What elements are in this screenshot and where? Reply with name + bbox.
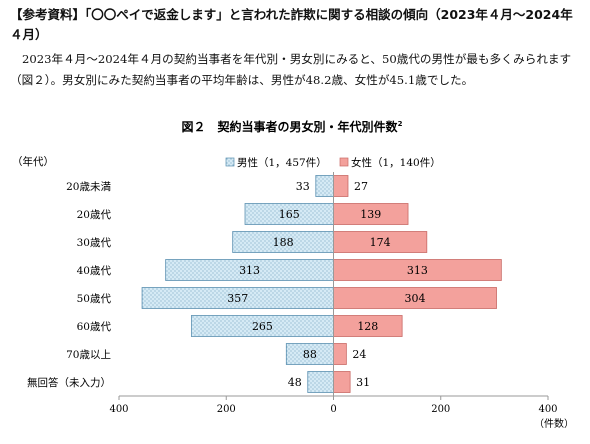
x-axis-unit: （件数） — [534, 417, 574, 430]
legend-swatch-female — [339, 157, 349, 167]
value-label-female: 128 — [357, 320, 378, 333]
x-tick-label: 400 — [538, 404, 557, 415]
value-label-female: 24 — [352, 348, 366, 361]
category-label: 40歳代 — [77, 265, 112, 277]
category-label: 20歳未満 — [66, 181, 111, 193]
legend: 男性（1，457件） 女性（1，140件） — [225, 156, 441, 169]
value-label-male: 265 — [252, 320, 273, 333]
chart-title: 図２ 契約当事者の男女別・年代別件数2 — [182, 119, 403, 134]
x-tick-labels: 400 200 0 200 400 — [109, 396, 558, 415]
value-label-female: 313 — [407, 264, 428, 277]
bar-male — [307, 371, 334, 393]
value-label-female: 27 — [354, 180, 368, 193]
category-label: 60歳代 — [77, 321, 112, 333]
value-label-female: 304 — [405, 292, 426, 305]
x-tick-label: 400 — [109, 404, 128, 415]
bar-female — [333, 371, 351, 393]
value-labels: 33 27 165 139 188 174 313 313 357 304 265 128 88 24 48… — [227, 180, 428, 389]
y-axis-label: （年代） — [12, 155, 54, 168]
value-label-male: 188 — [273, 236, 294, 249]
chart-title-superscript: 2 — [398, 120, 403, 128]
category-label: 70歳以上 — [66, 349, 111, 361]
category-label: 30歳代 — [77, 237, 112, 249]
x-tick-label: 0 — [330, 404, 336, 415]
chart-title-text: 図２ 契約当事者の男女別・年代別件数 — [182, 119, 399, 134]
bar-male — [315, 175, 334, 197]
legend-label-male: 男性（1，457件） — [237, 156, 327, 169]
value-label-male: 313 — [239, 264, 260, 277]
value-label-female: 31 — [356, 376, 370, 389]
category-label: 20歳代 — [77, 209, 112, 221]
value-label-male: 88 — [303, 348, 317, 361]
value-label-male: 165 — [279, 208, 300, 221]
bar-group — [141, 175, 502, 393]
value-label-male: 48 — [288, 376, 302, 389]
description-paragraph: 2023年４月～2024年４月の契約当事者を年代別・男女別にみると、50歳代の男… — [10, 52, 572, 87]
legend-swatch-male — [225, 157, 235, 167]
category-label: 50歳代 — [77, 293, 112, 305]
x-tick-label: 200 — [217, 404, 236, 415]
bar-female — [333, 343, 347, 365]
section-heading: 【参考資料】「〇〇ペイで返金します」と言われた詐欺に関する相談の傾向（2023年… — [10, 7, 573, 42]
value-label-female: 139 — [360, 208, 381, 221]
x-tick-label: 200 — [431, 404, 450, 415]
category-label: 無回答（未入力） — [27, 376, 111, 389]
bar-female — [333, 175, 349, 197]
value-label-female: 174 — [370, 236, 391, 249]
legend-label-female: 女性（1，140件） — [351, 156, 441, 169]
value-label-male: 357 — [227, 292, 248, 305]
value-label-male: 33 — [296, 180, 310, 193]
